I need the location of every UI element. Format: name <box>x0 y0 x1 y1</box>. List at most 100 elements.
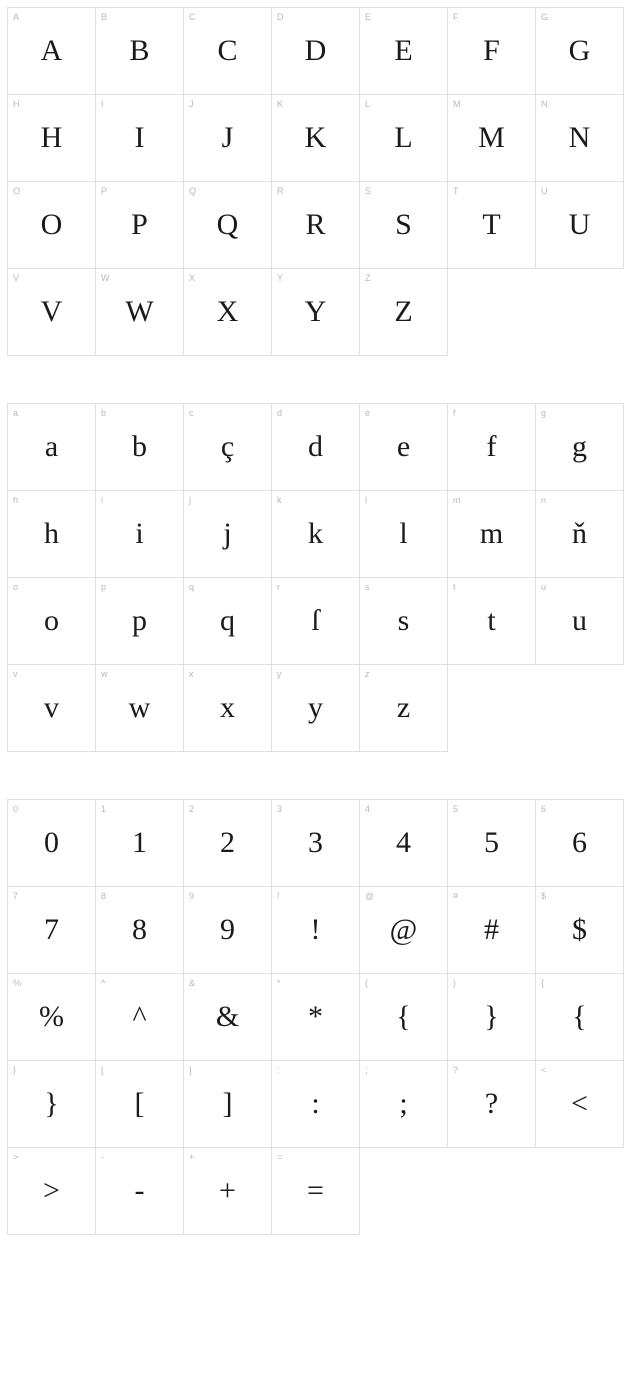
glyph-cell: EE <box>359 7 448 95</box>
glyph-label: ) <box>453 978 456 988</box>
glyph-label: : <box>277 1065 280 1075</box>
glyph-cell: 44 <box>359 799 448 887</box>
glyph-label: Q <box>189 186 196 196</box>
glyph-character: v <box>44 693 59 723</box>
glyph-label: & <box>189 978 195 988</box>
glyph-cell <box>447 268 536 356</box>
glyph-cell: mm <box>447 490 536 578</box>
glyph-cell: 99 <box>183 886 272 974</box>
glyph-character: Z <box>394 297 412 327</box>
glyph-label: 5 <box>453 804 458 814</box>
glyph-cell: RR <box>271 181 360 269</box>
glyph-label: p <box>101 582 106 592</box>
glyph-label: N <box>541 99 548 109</box>
glyph-character: ň <box>572 519 587 549</box>
glyph-character: b <box>132 432 147 462</box>
glyph-cell: ZZ <box>359 268 448 356</box>
glyph-character: O <box>41 210 63 240</box>
glyph-cell: cç <box>183 403 272 491</box>
glyph-cell: 88 <box>95 886 184 974</box>
glyph-label: 6 <box>541 804 546 814</box>
glyph-character: ſ <box>311 606 319 636</box>
glyph-character: U <box>569 210 591 240</box>
glyph-cell: JJ <box>183 94 272 182</box>
section-symbols: 00112233445566778899!!@@##$$%%^^&&**({)}… <box>8 800 632 1235</box>
glyph-label: k <box>277 495 282 505</box>
glyph-character: Y <box>305 297 327 327</box>
glyph-character: 6 <box>572 828 587 858</box>
glyph-label: c <box>189 408 194 418</box>
glyph-label: O <box>13 186 20 196</box>
glyph-cell <box>359 1147 448 1235</box>
glyph-character: X <box>217 297 239 327</box>
glyph-cell: ee <box>359 403 448 491</box>
glyph-label: r <box>277 582 280 592</box>
glyph-cell: AA <box>7 7 96 95</box>
glyph-label: { <box>541 978 544 988</box>
glyph-character: ] <box>223 1089 233 1119</box>
glyph-character: Q <box>217 210 239 240</box>
glyph-cell: WW <box>95 268 184 356</box>
glyph-character: u <box>572 606 587 636</box>
glyph-cell: :: <box>271 1060 360 1148</box>
glyph-character: : <box>311 1089 319 1119</box>
glyph-cell <box>535 268 624 356</box>
glyph-cell: ** <box>271 973 360 1061</box>
glyph-label: v <box>13 669 18 679</box>
glyph-label: w <box>101 669 108 679</box>
glyph-cell: -- <box>95 1147 184 1235</box>
glyph-character: + <box>219 1176 236 1206</box>
glyph-label: + <box>189 1152 194 1162</box>
glyph-grid: 00112233445566778899!!@@##$$%%^^&&**({)}… <box>8 800 632 1235</box>
character-map: AABBCCDDEEFFGGHHIIJJKKLLMMNNOOPPQQRRSSTT… <box>8 8 632 1235</box>
glyph-label: [ <box>101 1065 104 1075</box>
glyph-character: D <box>305 36 327 66</box>
glyph-character: a <box>45 432 58 462</box>
glyph-cell: hh <box>7 490 96 578</box>
glyph-character: ; <box>399 1089 407 1119</box>
glyph-label: t <box>453 582 456 592</box>
glyph-character: f <box>487 432 497 462</box>
glyph-cell: %% <box>7 973 96 1061</box>
glyph-cell: II <box>95 94 184 182</box>
glyph-character: L <box>394 123 412 153</box>
glyph-character: A <box>41 36 63 66</box>
glyph-character: l <box>399 519 407 549</box>
glyph-label: @ <box>365 891 374 901</box>
glyph-label: z <box>365 669 370 679</box>
glyph-character: M <box>478 123 505 153</box>
glyph-cell: xx <box>183 664 272 752</box>
glyph-character: 9 <box>220 915 235 945</box>
glyph-cell: >> <box>7 1147 96 1235</box>
glyph-character: V <box>41 297 63 327</box>
glyph-character: t <box>487 606 495 636</box>
glyph-label: V <box>13 273 19 283</box>
glyph-character: [ <box>135 1089 145 1119</box>
glyph-cell: yy <box>271 664 360 752</box>
glyph-cell: @@ <box>359 886 448 974</box>
glyph-label: ! <box>277 891 280 901</box>
glyph-character: T <box>482 210 500 240</box>
glyph-cell: LL <box>359 94 448 182</box>
glyph-character: o <box>44 606 59 636</box>
glyph-cell: && <box>183 973 272 1061</box>
glyph-character: q <box>220 606 235 636</box>
glyph-label: f <box>453 408 456 418</box>
glyph-character: = <box>307 1176 324 1206</box>
glyph-label: j <box>189 495 191 505</box>
glyph-cell: )} <box>447 973 536 1061</box>
glyph-character: g <box>572 432 587 462</box>
glyph-label: % <box>13 978 21 988</box>
glyph-character: s <box>398 606 410 636</box>
glyph-label: W <box>101 273 110 283</box>
glyph-label: ] <box>189 1065 192 1075</box>
glyph-cell: vv <box>7 664 96 752</box>
glyph-label: g <box>541 408 546 418</box>
glyph-label: $ <box>541 891 546 901</box>
glyph-cell: ww <box>95 664 184 752</box>
glyph-cell: $$ <box>535 886 624 974</box>
glyph-cell: gg <box>535 403 624 491</box>
glyph-label: S <box>365 186 371 196</box>
glyph-cell: << <box>535 1060 624 1148</box>
glyph-cell: }} <box>7 1060 96 1148</box>
